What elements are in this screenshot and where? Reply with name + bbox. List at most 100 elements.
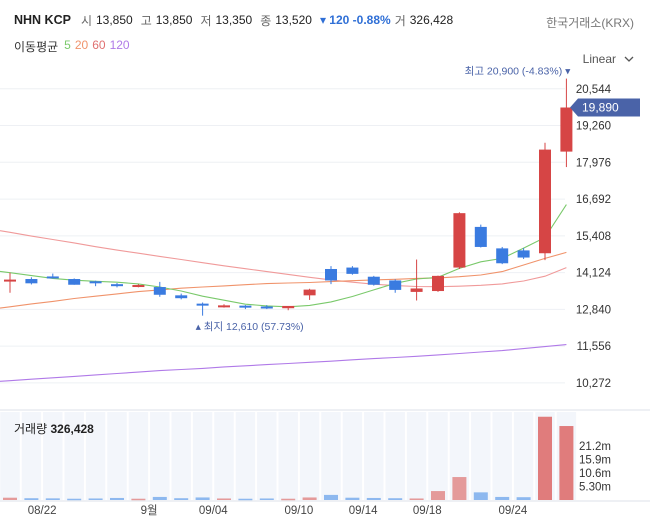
volume-column [235, 412, 256, 500]
volume-bar [345, 497, 360, 500]
y-tick-label: 19,260 [576, 121, 611, 133]
volume-column [385, 412, 405, 500]
volume-column [406, 412, 427, 500]
volume-column [85, 412, 106, 500]
open-value: 13,850 [96, 13, 133, 27]
ma-legend-5[interactable]: 5 [64, 38, 71, 52]
volume-column [171, 412, 191, 500]
x-axis: 08/22 9월 09/04 09/10 09/14 09/18 09/24 [0, 500, 650, 517]
volume-bar [131, 498, 146, 501]
x-tick-label: 9월 [141, 504, 158, 517]
y-tick-label: 16,692 [576, 194, 611, 206]
candle-down [389, 280, 402, 290]
candle-down [260, 306, 273, 309]
volume-bar [452, 477, 467, 500]
candle-down [68, 279, 81, 285]
low-value: 13,350 [215, 13, 253, 27]
y-tick-label: 12,840 [576, 304, 611, 316]
scale-mode: Linear [582, 52, 616, 66]
y-tick-label: 17,976 [576, 157, 611, 169]
volume-bar [559, 426, 574, 500]
candle-down [46, 276, 59, 279]
y-tick-label: 14,124 [576, 268, 612, 280]
candle-up [453, 213, 466, 268]
candles [4, 78, 573, 316]
candle-down [325, 268, 337, 281]
volume-column [0, 412, 20, 500]
candle-up [410, 288, 423, 292]
ma-legend-60[interactable]: 60 [92, 38, 106, 52]
stock-header: NHN KCP 시 13,850 고 13,850 저 13,350 종 13,… [14, 10, 457, 30]
volume-tick-label: 15.9m [579, 454, 611, 466]
volume-column [64, 412, 84, 500]
volume-bar [45, 498, 60, 500]
volume-column [513, 412, 534, 500]
exchange-name: 한국거래소(KRX) [546, 16, 634, 30]
volume-bar [516, 497, 531, 500]
volume-bar [3, 497, 17, 500]
volume-column [278, 412, 298, 500]
volume-column [492, 412, 512, 500]
volume-column [428, 412, 448, 500]
ma-legend-20[interactable]: 20 [74, 38, 89, 52]
ma-legend-title: 이동평균 [14, 40, 59, 54]
volume-column [471, 412, 491, 500]
high-label: 고 [140, 13, 152, 28]
volume-column [128, 412, 149, 500]
low-annotation: ▴ 최지 12,610 (57.73%) [196, 321, 304, 333]
ma-legend: 이동평균 5 20 60 120 [14, 38, 130, 55]
candle-down [496, 248, 509, 264]
volume-column [192, 412, 213, 500]
volume-bar [409, 498, 424, 500]
moving-averages [0, 204, 567, 382]
candle-up [4, 279, 16, 282]
candle-down [239, 305, 252, 308]
last-price-badge [570, 98, 640, 117]
open-label: 시 [80, 13, 92, 28]
volume-tick-label: 5.30m [579, 481, 611, 493]
volume-tick-label: 21.2m [579, 441, 611, 453]
y-tick-label: 11,556 [577, 341, 611, 353]
ma20-line [0, 251, 567, 309]
candle-up [303, 289, 316, 296]
candle-down [346, 267, 359, 274]
grid [0, 88, 650, 411]
volume-column [107, 412, 127, 500]
volume-bar [388, 498, 403, 500]
volume-title-value: 326,428 [50, 422, 94, 436]
volume-panel [0, 412, 577, 500]
ma-legend-120[interactable]: 120 [109, 38, 130, 52]
volume-bar [259, 498, 274, 500]
candle-up [539, 149, 551, 254]
volume-column [150, 412, 170, 500]
volume-column [364, 412, 384, 500]
volume-bar [281, 498, 296, 501]
candle-down [474, 226, 487, 247]
scale-dropdown[interactable]: Linear [583, 52, 634, 66]
stock-name: NHN KCP [14, 13, 71, 27]
volume-bar [174, 498, 189, 500]
volume-bar [217, 498, 231, 500]
change-value: ▾ 120 -0.88% [319, 13, 391, 27]
y-tick-label: 15,408 [576, 231, 611, 243]
candle-down [517, 250, 530, 258]
candle-up [282, 305, 295, 309]
y-tick-label: 20,544 [576, 84, 612, 96]
candle-down [153, 287, 166, 295]
candle-down [196, 303, 209, 306]
volume-tick-label: 10.6m [579, 468, 611, 480]
volume-bar [495, 496, 510, 500]
volume-bar [67, 498, 82, 501]
high-annotation: 최고 20,900 (-4.83%) ▾ [465, 66, 571, 78]
volume-title: 거래량 326,428 [14, 420, 94, 437]
volume-bar [302, 497, 317, 500]
volume-bar [473, 492, 488, 500]
ma60-line [0, 230, 567, 288]
candle-up [560, 107, 573, 152]
candle-up [218, 305, 230, 308]
volume-bar [238, 498, 253, 501]
x-tick-label: 09/04 [199, 505, 228, 517]
close-value: 13,520 [275, 13, 312, 27]
candle-down [25, 279, 38, 284]
